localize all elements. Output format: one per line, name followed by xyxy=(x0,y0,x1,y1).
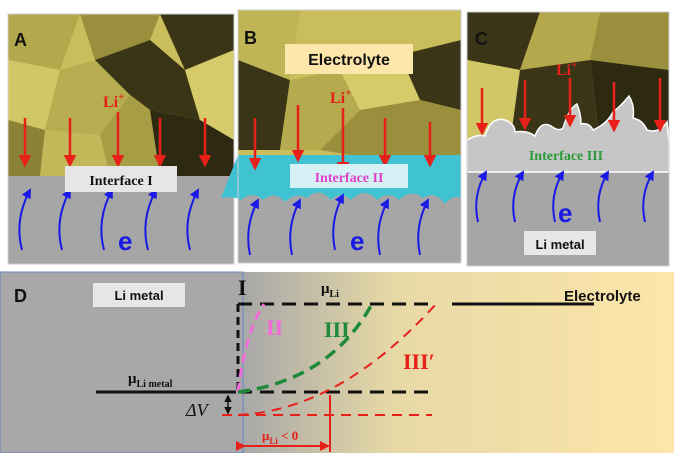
panel-a: Interface I A Li+ e xyxy=(7,13,235,265)
panel-a-interface-label: Interface I xyxy=(89,174,152,189)
panel-a-electron: e xyxy=(118,226,132,256)
curve-iiip-label: III′ xyxy=(403,349,435,374)
mu-li-metal-label: μLi metal xyxy=(128,371,173,390)
panel-d-metal-box xyxy=(93,283,185,307)
panel-c: Interface III C Li+ e Li metal xyxy=(466,11,670,267)
panel-c-interface-box xyxy=(520,143,612,167)
panel-b-interface-box xyxy=(290,164,408,188)
panel-d-metal-label: Li metal xyxy=(114,288,163,303)
panel-a-ion-label: Li+ xyxy=(103,91,124,111)
panel-b-electron: e xyxy=(350,226,364,256)
panel-a-letter: A xyxy=(14,30,27,50)
panel-c-interface-label: Interface III xyxy=(529,149,603,164)
panel-b-interface-label: Interface II xyxy=(315,171,384,186)
panel-c-metal-box xyxy=(524,231,596,255)
panel-b-letter: B xyxy=(244,28,257,48)
curve-iiip xyxy=(237,303,437,416)
panel-c-electron: e xyxy=(558,198,572,228)
panel-c-letter: C xyxy=(475,29,488,49)
curve-ii-label: II xyxy=(266,315,283,340)
panel-a-electron-arrows xyxy=(18,188,199,251)
panel-a-grains xyxy=(8,14,234,176)
panel-d-letter: D xyxy=(14,286,27,306)
panel-a-li-arrows xyxy=(18,112,212,168)
panel-c-electron-arrows xyxy=(475,170,655,223)
panel-b-grains xyxy=(238,10,461,160)
panel-b: Electrolyte Interface II B Li+ e xyxy=(221,9,462,264)
curve-iii xyxy=(237,303,374,394)
curve-iii-label: III xyxy=(324,317,350,342)
bottom-mu-label: μLi < 0 xyxy=(262,428,298,446)
panel-c-interface-layer xyxy=(466,94,670,173)
curve-i-label: I xyxy=(238,275,247,300)
panel-b-li-arrows xyxy=(248,105,437,175)
panel-b-electrolyte-box xyxy=(285,44,413,74)
panel-d-electrolyte-region xyxy=(243,272,674,453)
panel-b-ion-label: Li+ xyxy=(330,87,351,107)
panel-a-interface-box xyxy=(65,166,177,192)
panel-c-ion-label: Li+ xyxy=(556,59,577,79)
panel-b-electrolyte-label: Electrolyte xyxy=(308,52,390,69)
mu-li-label: μLi xyxy=(321,281,339,300)
delta-v-label: ΔV xyxy=(185,400,210,420)
panel-c-li-arrows xyxy=(475,78,667,136)
panel-c-metal-label: Li metal xyxy=(535,237,584,252)
panel-b-electron-arrows xyxy=(247,193,429,256)
panel-d-electrolyte-label: Electrolyte xyxy=(564,288,641,305)
panel-d: Li metal D ΔV μLi < 0 I μLi μLi metal II… xyxy=(0,271,674,453)
